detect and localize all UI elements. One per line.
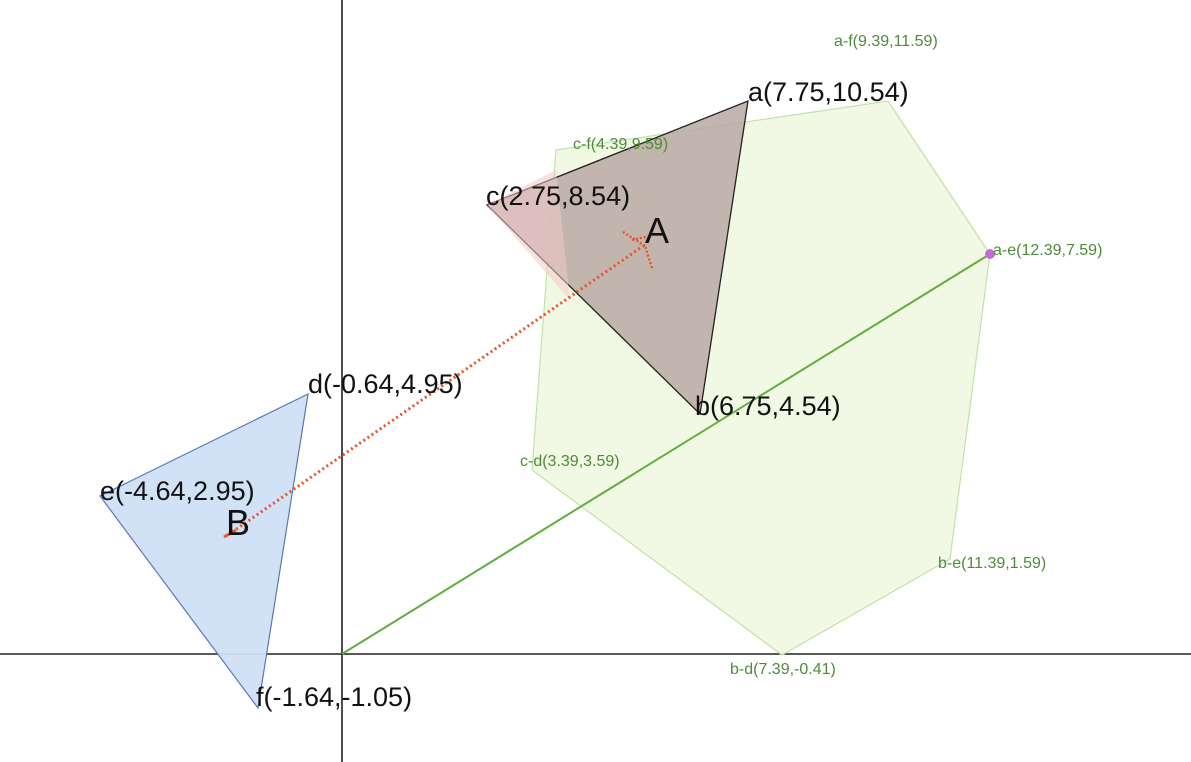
label-a-f: a-f(9.39,11.59) (834, 33, 938, 50)
triangle-def (99, 392, 309, 710)
arrowhead-icon (622, 230, 654, 269)
label-c-f: c-f(4.39,9.59) (573, 136, 668, 153)
label-A: A (645, 210, 669, 251)
label-c: c(2.75,8.54) (486, 181, 630, 211)
label-e: e(-4.64,2.95) (100, 476, 255, 506)
vector-b-to-a (227, 244, 644, 537)
label-c-d: c-d(3.39,3.59) (520, 453, 620, 470)
label-f: f(-1.64,-1.05) (256, 682, 412, 712)
ae-point (985, 249, 995, 259)
label-a: a(7.75,10.54) (748, 77, 909, 107)
origin-to-ae-line (341, 253, 991, 655)
vector-b-tail (223, 528, 237, 539)
label-b: b(6.75,4.54) (695, 391, 841, 421)
label-B: B (226, 502, 250, 543)
label-b-d: b-d(7.39,-0.41) (730, 661, 836, 678)
label-b-e: b-e(11.39,1.59) (938, 555, 1046, 572)
triangle-abc-tint (487, 170, 570, 300)
label-d: d(-0.64,4.95) (308, 369, 463, 399)
label-a-e: a-e(12.39,7.59) (993, 242, 1102, 259)
